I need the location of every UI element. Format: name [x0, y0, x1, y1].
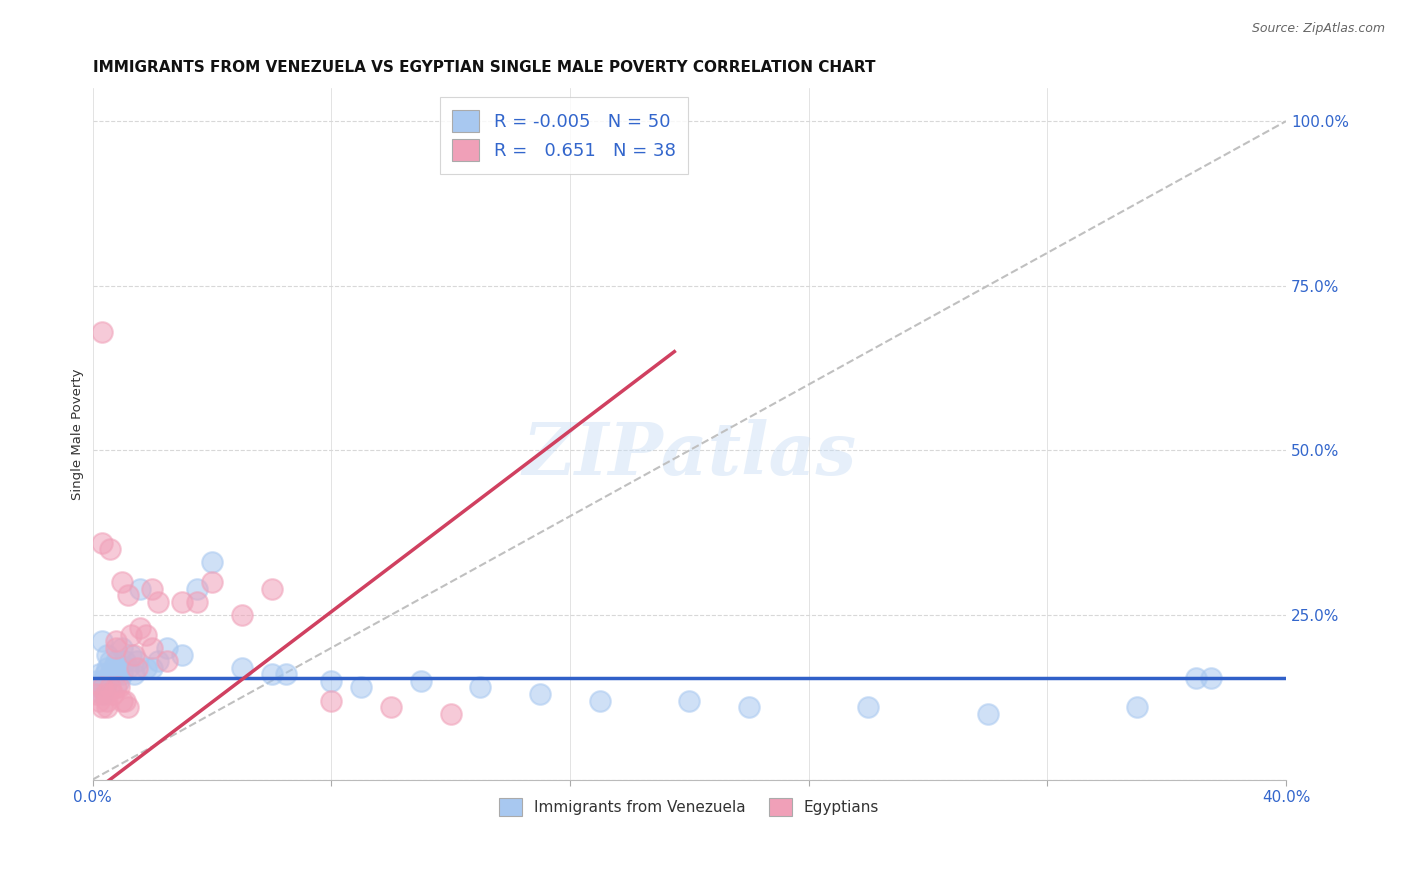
Point: [90, 687, 112, 701]
Point: [87, 693, 110, 707]
Point: [172, 648, 194, 662]
Point: [117, 661, 139, 675]
Point: [172, 595, 194, 609]
Point: [96, 673, 118, 688]
Point: [84, 673, 107, 688]
Point: [117, 700, 139, 714]
Point: [93, 667, 115, 681]
Point: [90, 700, 112, 714]
Point: [108, 661, 131, 675]
Point: [87, 681, 110, 695]
Point: [103, 687, 125, 701]
Point: [186, 582, 208, 596]
Point: [1185, 671, 1208, 685]
Point: [111, 667, 134, 681]
Point: [100, 654, 122, 668]
Point: [156, 654, 179, 668]
Point: [96, 693, 118, 707]
Point: [529, 687, 551, 701]
Point: [111, 640, 134, 655]
Point: [96, 661, 118, 675]
Point: [201, 555, 224, 569]
Point: [141, 640, 163, 655]
Point: [114, 693, 136, 707]
Point: [156, 640, 179, 655]
Point: [105, 640, 128, 655]
Point: [120, 628, 142, 642]
Point: [1126, 700, 1149, 714]
Point: [738, 700, 761, 714]
Text: ZIPatlas: ZIPatlas: [522, 419, 856, 491]
Point: [105, 667, 128, 681]
Point: [470, 681, 492, 695]
Point: [127, 661, 149, 675]
Point: [124, 648, 146, 662]
Point: [231, 607, 253, 622]
Point: [129, 582, 152, 596]
Point: [135, 628, 157, 642]
Point: [114, 654, 136, 668]
Point: [589, 693, 612, 707]
Point: [858, 700, 880, 714]
Point: [321, 693, 343, 707]
Point: [93, 681, 115, 695]
Point: [129, 621, 152, 635]
Text: Source: ZipAtlas.com: Source: ZipAtlas.com: [1251, 22, 1385, 36]
Point: [105, 681, 128, 695]
Legend: Immigrants from Venezuela, Egyptians: Immigrants from Venezuela, Egyptians: [492, 790, 887, 824]
Point: [1201, 671, 1223, 685]
Point: [108, 673, 131, 688]
Point: [141, 661, 163, 675]
Point: [350, 681, 373, 695]
Point: [124, 667, 146, 681]
Point: [186, 595, 208, 609]
Point: [148, 595, 170, 609]
Point: [321, 673, 343, 688]
Point: [231, 661, 253, 675]
Point: [90, 673, 112, 688]
Y-axis label: Single Male Poverty: Single Male Poverty: [72, 368, 84, 500]
Point: [148, 654, 170, 668]
Point: [135, 661, 157, 675]
Point: [103, 667, 125, 681]
Point: [103, 661, 125, 675]
Point: [93, 687, 115, 701]
Point: [105, 634, 128, 648]
Point: [100, 667, 122, 681]
Point: [84, 687, 107, 701]
Point: [127, 654, 149, 668]
Point: [111, 575, 134, 590]
Point: [90, 634, 112, 648]
Point: [90, 681, 112, 695]
Text: IMMIGRANTS FROM VENEZUELA VS EGYPTIAN SINGLE MALE POVERTY CORRELATION CHART: IMMIGRANTS FROM VENEZUELA VS EGYPTIAN SI…: [93, 60, 875, 75]
Point: [260, 582, 283, 596]
Point: [90, 325, 112, 339]
Point: [111, 693, 134, 707]
Point: [96, 700, 118, 714]
Point: [201, 575, 224, 590]
Point: [141, 582, 163, 596]
Point: [117, 588, 139, 602]
Point: [90, 535, 112, 549]
Point: [380, 700, 402, 714]
Point: [678, 693, 700, 707]
Point: [87, 667, 110, 681]
Point: [409, 673, 432, 688]
Point: [96, 648, 118, 662]
Point: [439, 706, 461, 721]
Point: [260, 667, 283, 681]
Point: [100, 542, 122, 557]
Point: [976, 706, 998, 721]
Point: [105, 654, 128, 668]
Point: [276, 667, 298, 681]
Point: [100, 681, 122, 695]
Point: [120, 648, 142, 662]
Point: [108, 681, 131, 695]
